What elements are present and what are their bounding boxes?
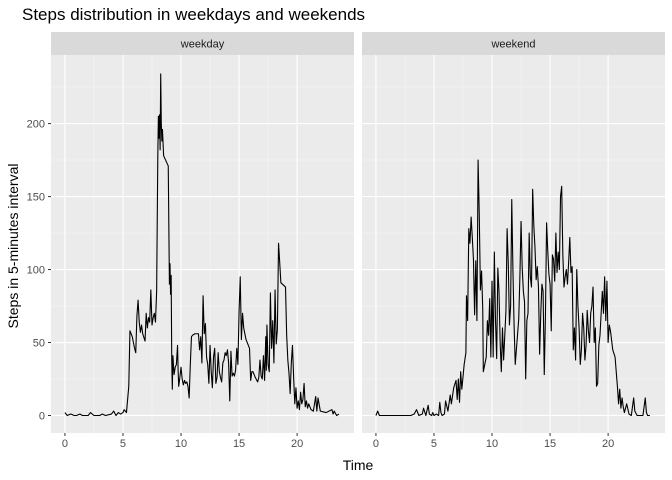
x-tick-label: 5 — [120, 438, 126, 450]
y-axis: 0 50 100 150 200 — [27, 119, 51, 422]
facet-strip-label: weekday — [180, 39, 225, 51]
y-axis-title: Steps in 5-minutes interval — [5, 164, 21, 329]
panel-weekday: weekday — [51, 32, 354, 433]
x-tick-label: 5 — [431, 438, 437, 450]
y-tick-label: 150 — [27, 192, 45, 204]
x-tick-label: 15 — [544, 438, 556, 450]
panel-background — [362, 55, 665, 433]
panel-weekend: weekend — [362, 32, 665, 433]
x-tick-label: 0 — [62, 438, 68, 450]
panels: weekday weekend — [51, 32, 665, 433]
y-tick-label: 200 — [27, 119, 45, 131]
y-tick-label: 100 — [27, 265, 45, 277]
x-axis-title: Time — [343, 457, 374, 473]
x-tick-label: 20 — [291, 438, 303, 450]
facet-strip — [51, 32, 354, 55]
series-line-weekend — [375, 159, 650, 417]
x-tick-label: 10 — [486, 438, 498, 450]
panel-background — [51, 55, 354, 433]
y-tick-label: 50 — [33, 338, 45, 350]
chart-title: Steps distribution in weekdays and weeke… — [22, 5, 365, 24]
x-tick-label: 15 — [233, 438, 245, 450]
facet-strip-label: weekend — [490, 39, 535, 51]
x-tick-label: 10 — [175, 438, 187, 450]
y-tick-label: 0 — [39, 410, 45, 422]
x-tick-label: 20 — [602, 438, 614, 450]
x-axis: 0 5 10 15 20 0 5 10 15 20 — [62, 433, 614, 450]
facet-strip — [362, 32, 665, 55]
series-line-weekday — [64, 73, 340, 417]
x-tick-label: 0 — [373, 438, 379, 450]
